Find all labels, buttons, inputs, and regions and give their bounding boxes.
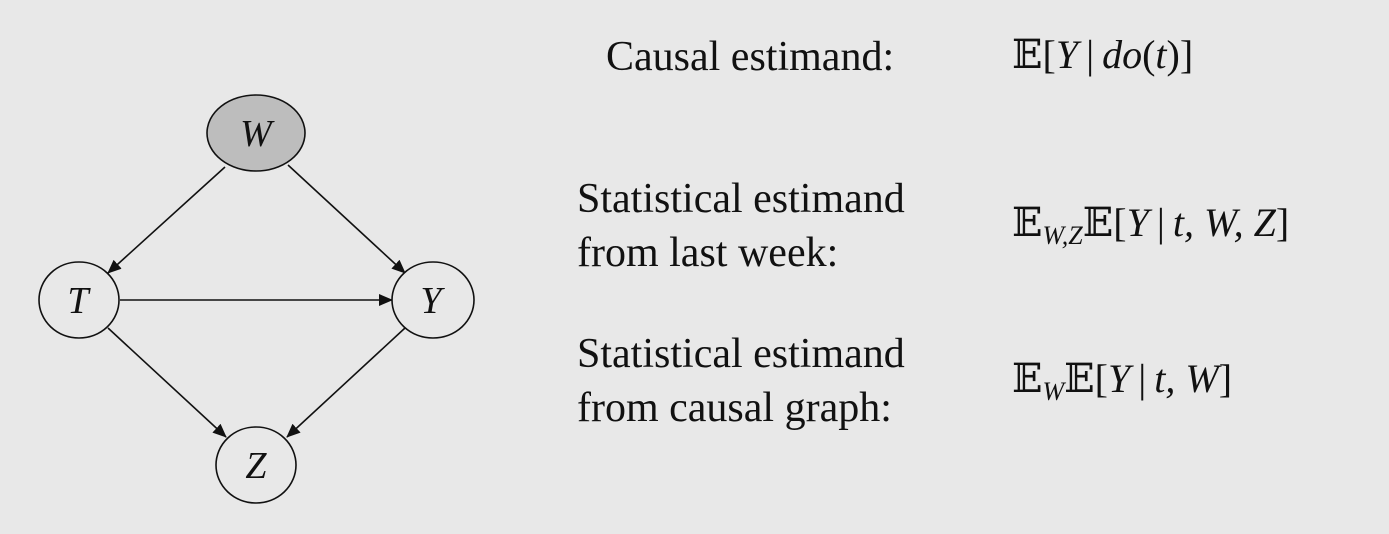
edge-t-z [107, 327, 227, 438]
causal-graph: W T Y Z [38, 94, 475, 504]
node-t-label: T [67, 280, 91, 322]
node-z-label: Z [245, 445, 267, 487]
causal-graph-estimand-expression: 𝔼W𝔼[Y | t, W] [1012, 356, 1233, 406]
node-t: T [38, 261, 120, 339]
node-w-label: W [240, 113, 275, 155]
node-y-label: Y [420, 280, 445, 322]
node-z: Z [215, 426, 297, 504]
causal-estimand-expression: 𝔼[Y | do(t)] [1012, 32, 1194, 78]
edge-w-y [287, 164, 406, 274]
causal-graph-estimand-label: Statistical estimand from causal graph: [577, 331, 905, 431]
last-week-estimand-expression: 𝔼W,Z𝔼[Y | t, W, Z] [1012, 200, 1290, 250]
node-y: Y [391, 261, 475, 339]
node-w: W [206, 94, 306, 172]
edge-y-z [286, 327, 406, 438]
last-week-estimand-label: Statistical estimand from last week: [577, 176, 905, 276]
causal-estimand-label: Causal estimand: [606, 34, 895, 80]
edge-w-t [107, 166, 226, 274]
